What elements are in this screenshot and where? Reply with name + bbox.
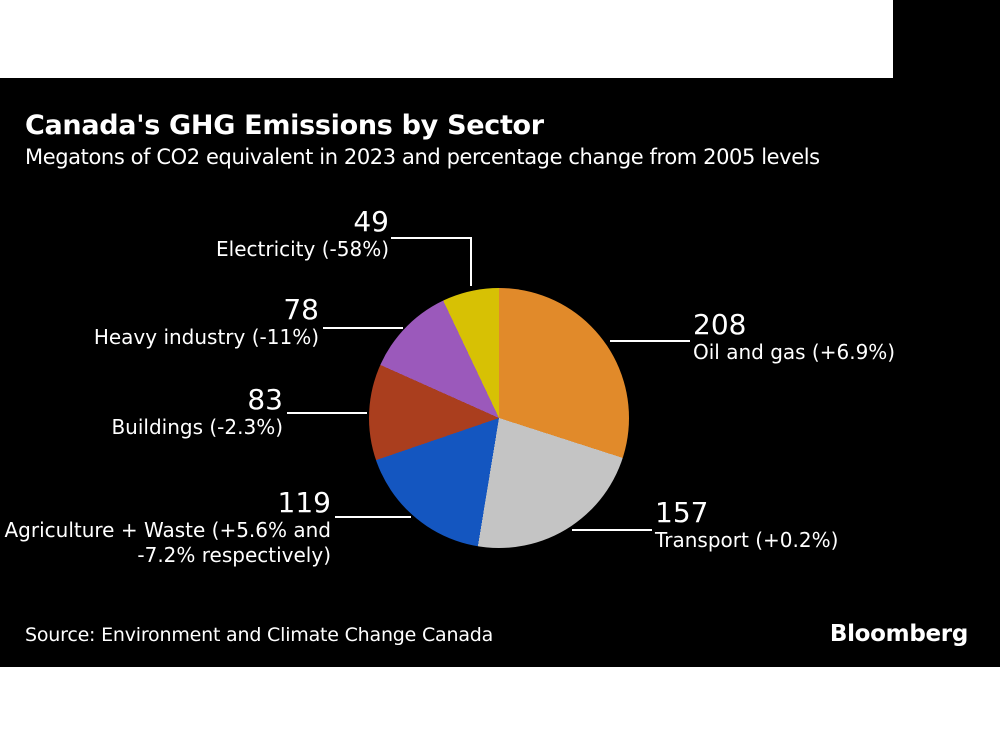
top-right-dark-region	[893, 0, 1000, 78]
callout-transport: 157 Transport (+0.2%)	[655, 498, 838, 553]
callout-value: 119	[277, 486, 331, 519]
callout-label-line-2: -7.2% respectively)	[137, 543, 331, 567]
leader-line-electricity-vertical	[470, 237, 472, 286]
bloomberg-logo: Bloomberg	[829, 621, 968, 647]
pie-chart	[369, 288, 629, 548]
leader-line-heavy-industry	[323, 327, 403, 329]
leader-line-oil-and-gas	[610, 340, 690, 342]
leader-line-buildings	[287, 412, 367, 414]
callout-agriculture-waste: 119 Agriculture + Waste (+5.6% and -7.2%…	[5, 488, 332, 568]
callout-label: Electricity (-58%)	[216, 237, 389, 261]
chart-title: Canada's GHG Emissions by Sector	[25, 110, 544, 141]
callout-value: 78	[283, 293, 319, 326]
callout-buildings: 83 Buildings (-2.3%)	[111, 385, 283, 440]
callout-label: Heavy industry (-11%)	[93, 325, 319, 349]
callout-label: Buildings (-2.3%)	[111, 415, 283, 439]
chart-panel: Canada's GHG Emissions by Sector Megaton…	[0, 78, 1000, 667]
callout-electricity: 49 Electricity (-58%)	[216, 207, 389, 262]
callout-heavy-industry: 78 Heavy industry (-11%)	[94, 295, 319, 350]
callout-value: 83	[247, 383, 283, 416]
callout-label-line-1: Agriculture + Waste (+5.6% and	[4, 518, 332, 542]
callout-value: 157	[655, 496, 709, 529]
callout-value: 208	[693, 308, 747, 341]
callout-value: 49	[353, 205, 389, 238]
callout-label: Transport (+0.2%)	[655, 528, 839, 552]
source-credit: Source: Environment and Climate Change C…	[25, 624, 494, 646]
chart-subtitle: Megatons of CO2 equivalent in 2023 and p…	[25, 145, 820, 169]
leader-line-agriculture-waste	[335, 516, 411, 518]
leader-line-transport	[572, 529, 652, 531]
callout-oil-and-gas: 208 Oil and gas (+6.9%)	[693, 310, 895, 365]
leader-line-electricity-horizontal	[391, 237, 472, 239]
callout-label: Oil and gas (+6.9%)	[693, 340, 896, 364]
